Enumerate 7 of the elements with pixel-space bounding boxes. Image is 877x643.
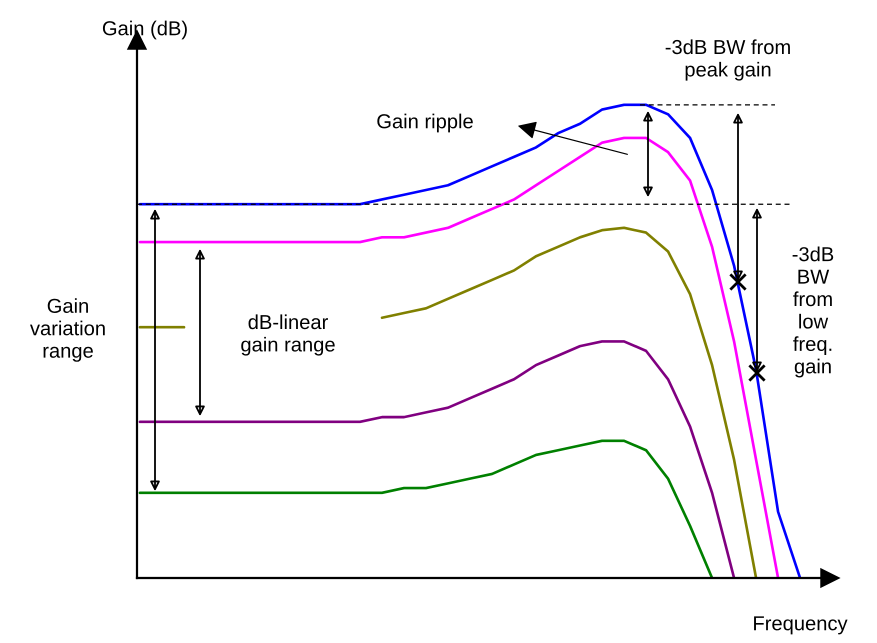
- text: Gain variation range: [30, 298, 105, 362]
- y-axis-title: Gain (dB): [102, 20, 187, 40]
- annotation: -3dB BW from low freq. gain: [792, 246, 834, 378]
- text: -3dB BW from peak gain: [666, 39, 790, 81]
- annotation: dB-linear gain range: [241, 314, 335, 356]
- annotation: Gain ripple: [377, 114, 473, 132]
- x-axis-title: Frequency: [754, 616, 848, 634]
